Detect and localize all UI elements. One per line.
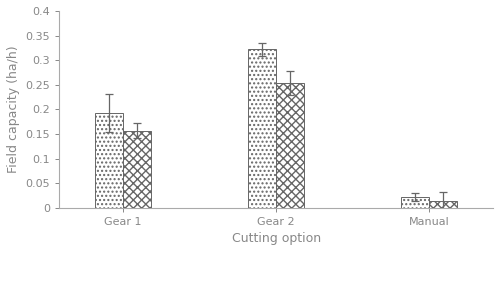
Y-axis label: Field capacity (ha/h): Field capacity (ha/h) (7, 46, 20, 173)
Bar (123, 131, 151, 208)
Bar (248, 49, 276, 208)
Bar (95, 113, 123, 208)
Bar (401, 197, 430, 208)
X-axis label: Cutting option: Cutting option (232, 233, 320, 246)
Bar (430, 201, 458, 208)
Bar (276, 83, 304, 208)
